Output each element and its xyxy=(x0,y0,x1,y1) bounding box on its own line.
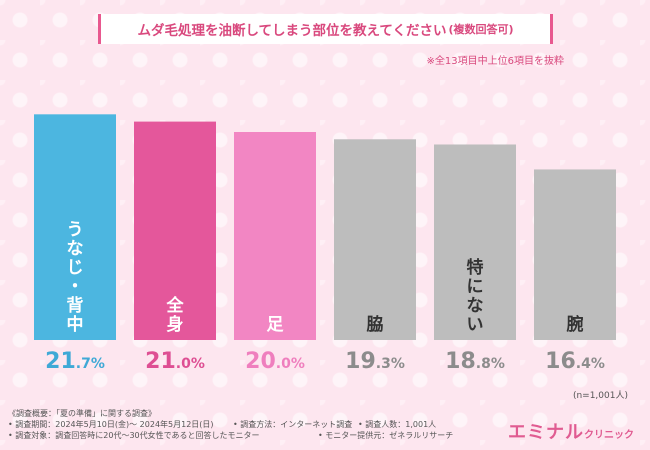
value-label-0: 21.7% xyxy=(45,349,105,374)
value-label-4: 18.8% xyxy=(445,349,505,374)
value-label-1: 21.0% xyxy=(145,349,205,374)
value-label-3: 19.3% xyxy=(345,349,405,374)
bar-5 xyxy=(534,169,616,340)
survey-method: • 調査方法：インターネット調査 xyxy=(233,420,353,429)
bar-1 xyxy=(134,121,216,340)
category-label-3: 脇 xyxy=(367,314,384,335)
chart-title-main: ムダ毛処理を油断してしまう部位を教えてください xyxy=(137,23,447,39)
survey-provider: • モニター提供元：ゼネラルリサーチ xyxy=(318,431,454,440)
survey-count: • 調査人数：1,001人 xyxy=(358,420,437,429)
survey-target: • 調査対象：調査回答時に20代〜30代女性であると回答したモニター xyxy=(8,431,260,440)
logo-main: エミナル xyxy=(508,422,584,443)
value-label-5: 16.4% xyxy=(545,349,605,374)
survey-footer: 《調査概要：「夏の準備」に関する調査》 • 調査期間：2024年5月10日(金)… xyxy=(8,408,453,441)
bar-4 xyxy=(434,144,516,340)
chart-title: ムダ毛処理を油断してしまう部位を教えてください (複数回答可) xyxy=(98,14,553,44)
category-label-5: 腕 xyxy=(567,314,584,335)
bar-3 xyxy=(334,139,416,340)
logo-small: クリニック xyxy=(584,430,634,441)
sample-size-label: (n=1,001人) xyxy=(573,390,628,401)
bar-0 xyxy=(34,114,116,340)
survey-period: • 調査期間：2024年5月10日(金)〜 2024年5月12日(日) xyxy=(8,420,214,429)
survey-overview: 《調査概要：「夏の準備」に関する調査》 xyxy=(8,409,156,418)
category-label-1: 全身 xyxy=(166,295,185,335)
category-label-2: 足 xyxy=(267,315,284,335)
clinic-logo: エミナルクリニック xyxy=(508,418,634,444)
value-label-2: 20.0% xyxy=(245,349,305,374)
bar-2 xyxy=(234,132,316,340)
selection-note: ※全13項目中上位6項目を抜粋 xyxy=(426,56,564,67)
category-label-4: 特にない xyxy=(467,257,484,335)
category-label-0: うなじ・背中 xyxy=(67,220,84,335)
chart-title-sub: (複数回答可) xyxy=(448,23,514,36)
